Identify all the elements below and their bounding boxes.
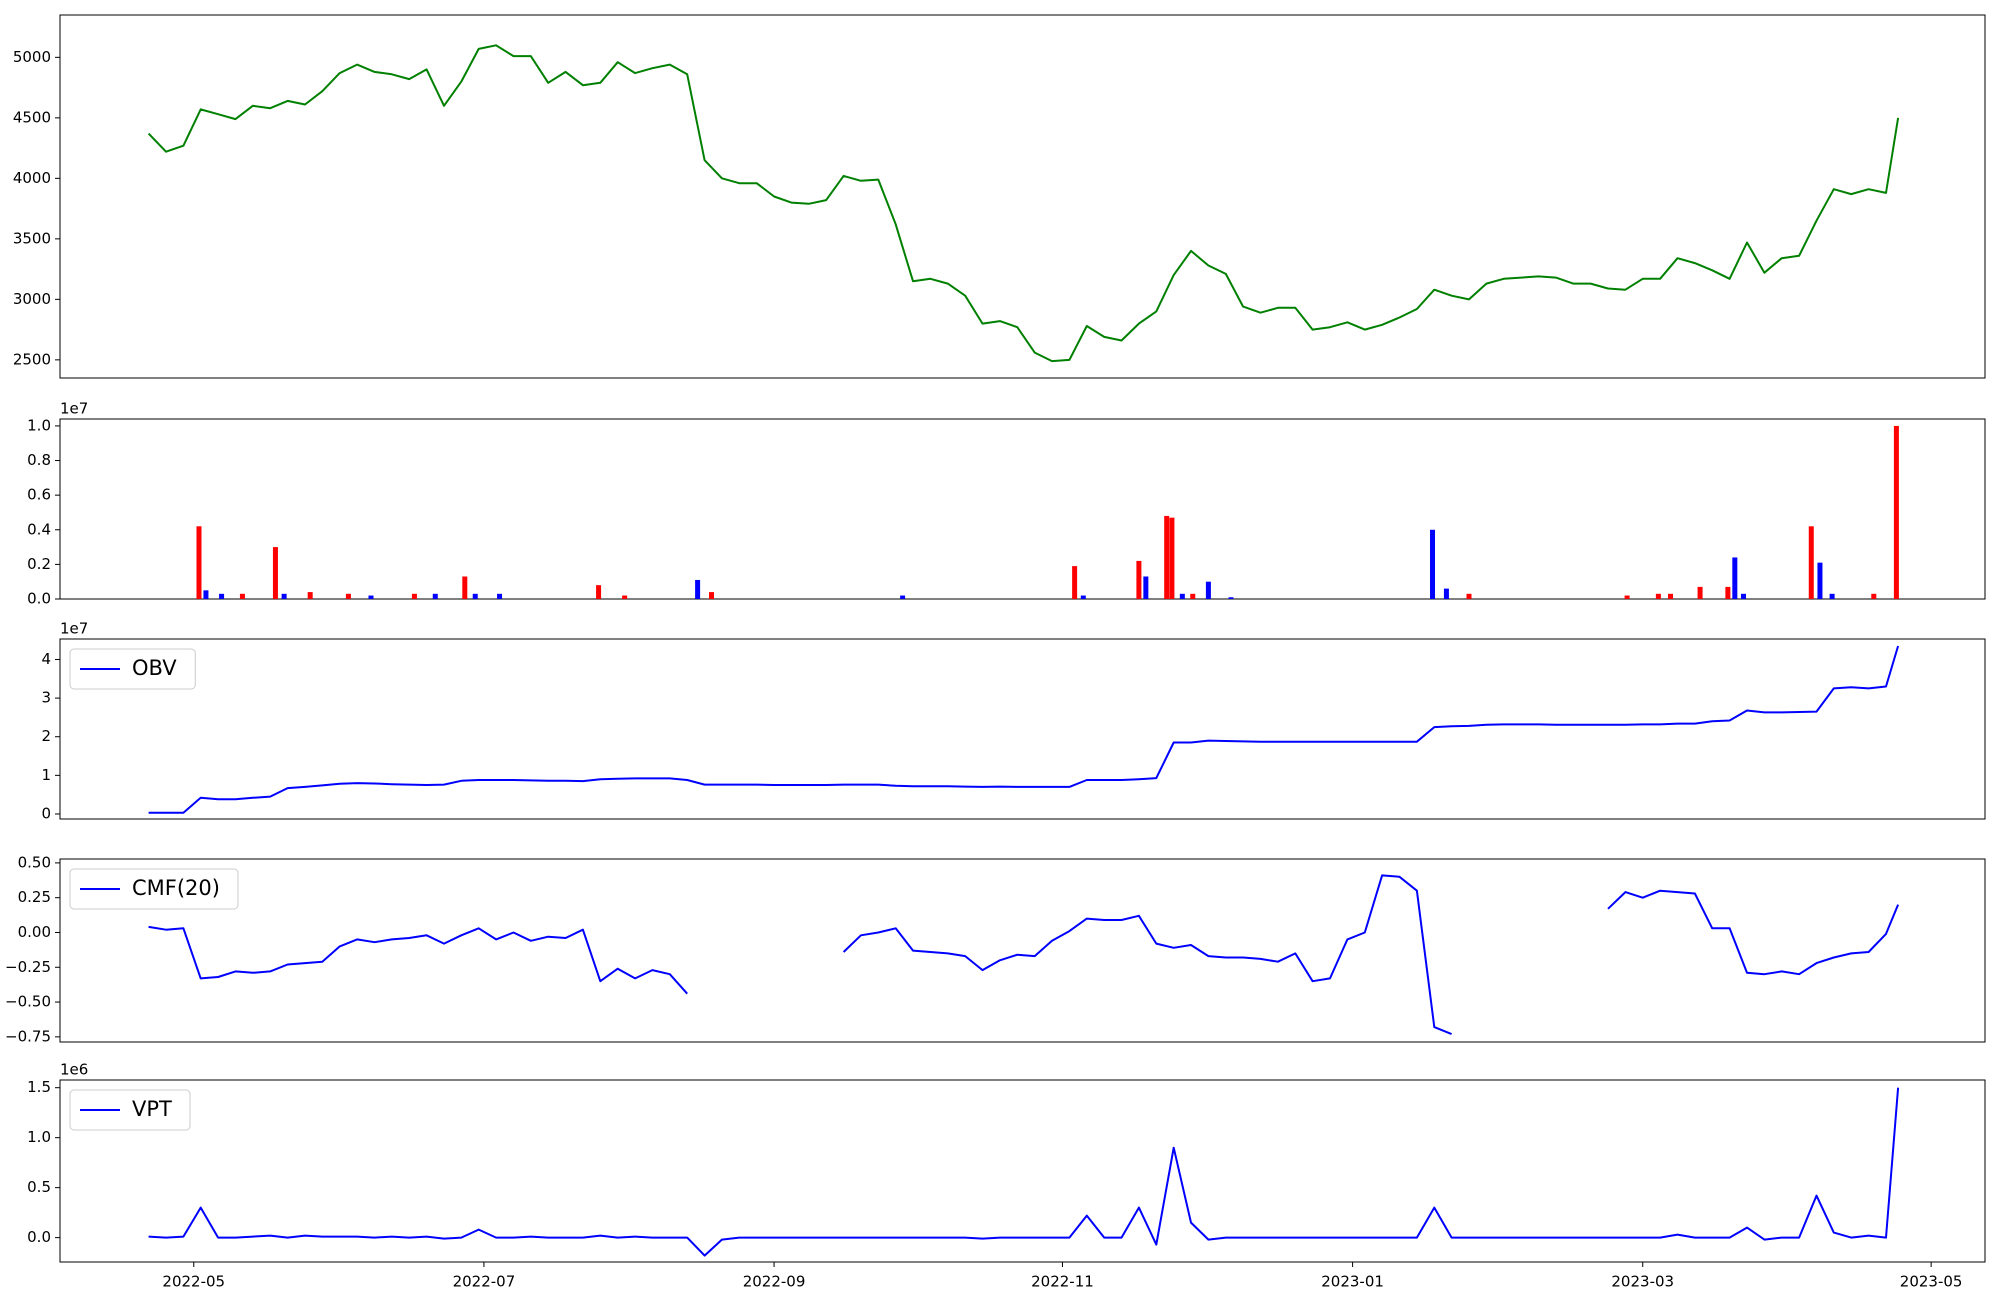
x-tick-label: 2022-07 bbox=[453, 1273, 516, 1291]
volume-bar bbox=[345, 593, 351, 599]
y-tick-label: 2500 bbox=[13, 350, 51, 368]
x-tick-label: 2023-03 bbox=[1611, 1273, 1674, 1291]
line-series bbox=[147, 44, 1900, 363]
y-tick-label: 0.6 bbox=[27, 486, 51, 504]
y-tick-label: 5000 bbox=[13, 48, 51, 66]
volume-bar bbox=[1179, 593, 1185, 599]
y-tick-label: 0 bbox=[41, 804, 51, 822]
y-tick-label: 1.5 bbox=[27, 1078, 51, 1096]
volume-bar bbox=[307, 592, 313, 599]
y-tick-label: 3500 bbox=[13, 229, 51, 247]
x-tick-label: 2022-09 bbox=[743, 1273, 806, 1291]
volume-bar bbox=[281, 593, 287, 599]
volume-bar bbox=[1697, 586, 1703, 599]
y-tick-label: 0.4 bbox=[27, 520, 51, 538]
volume-bar bbox=[1829, 593, 1835, 599]
volume-bar bbox=[1136, 560, 1142, 599]
volume-bar bbox=[1072, 566, 1078, 599]
legend-label: OBV bbox=[132, 656, 177, 680]
x-tick-label: 2023-05 bbox=[1900, 1273, 1963, 1291]
y-tick-label: 0.25 bbox=[18, 888, 51, 906]
volume-bar bbox=[1164, 515, 1170, 599]
legend-box bbox=[69, 648, 196, 690]
volume-bar bbox=[472, 593, 478, 599]
volume-bar bbox=[1871, 593, 1877, 599]
volume-bar bbox=[272, 547, 278, 599]
y-tick-label: 0.5 bbox=[27, 1178, 51, 1196]
volume-bar bbox=[1655, 593, 1661, 599]
volume-bar bbox=[497, 593, 503, 599]
volume-bar bbox=[900, 595, 906, 599]
y-tick-label: 0.0 bbox=[27, 590, 51, 608]
volume-bar bbox=[622, 595, 628, 599]
y-tick-label: 3 bbox=[41, 689, 51, 707]
volume-bar bbox=[1732, 557, 1738, 599]
volume-bar bbox=[1624, 595, 1630, 599]
volume-bar bbox=[203, 590, 209, 599]
volume-bar bbox=[196, 526, 202, 599]
volume-bar bbox=[462, 576, 468, 599]
volume-bar bbox=[1668, 593, 1674, 599]
volume-bar bbox=[411, 593, 417, 599]
line-series bbox=[148, 1087, 1900, 1257]
y-tick-label: 1 bbox=[41, 766, 51, 784]
volume-bar bbox=[1190, 593, 1196, 599]
volume-bar bbox=[219, 593, 225, 599]
y-tick-label: −0.50 bbox=[5, 993, 51, 1011]
axis-offset-label: 1e7 bbox=[60, 400, 88, 418]
y-tick-label: 3000 bbox=[13, 290, 51, 308]
y-tick-label: 0.2 bbox=[27, 555, 51, 573]
axes-frame bbox=[59, 1079, 1986, 1263]
volume-bar bbox=[709, 592, 715, 599]
legend-label: CMF(20) bbox=[132, 876, 220, 900]
y-tick-label: 0.0 bbox=[27, 1228, 51, 1246]
volume-bar bbox=[368, 595, 374, 599]
volume-bar bbox=[1741, 593, 1747, 599]
volume-bar bbox=[1466, 593, 1472, 599]
volume-bar bbox=[1205, 581, 1211, 599]
x-tick-label: 2022-11 bbox=[1031, 1273, 1094, 1291]
y-tick-label: 0.8 bbox=[27, 451, 51, 469]
y-tick-label: 0.00 bbox=[18, 923, 51, 941]
volume-bar bbox=[1228, 597, 1234, 599]
axes-frame bbox=[59, 418, 1986, 600]
volume-bar bbox=[1893, 425, 1899, 599]
volume-bar bbox=[1443, 588, 1449, 599]
y-tick-label: 1.0 bbox=[27, 416, 51, 434]
y-tick-label: −0.25 bbox=[5, 958, 51, 976]
volume-bar bbox=[1808, 526, 1814, 599]
volume-bar bbox=[239, 593, 245, 599]
volume-bar bbox=[695, 579, 701, 599]
volume-bar bbox=[1817, 562, 1823, 599]
x-tick-label: 2023-01 bbox=[1321, 1273, 1384, 1291]
y-tick-label: 4500 bbox=[13, 108, 51, 126]
line-series bbox=[148, 874, 1900, 1036]
y-tick-label: 0.50 bbox=[18, 853, 51, 871]
axes-frame bbox=[59, 638, 1986, 820]
line-series bbox=[148, 645, 1900, 814]
axes-frame bbox=[59, 14, 1986, 379]
volume-bar bbox=[1143, 576, 1149, 599]
legend-box bbox=[69, 1089, 191, 1131]
y-tick-label: 2 bbox=[41, 727, 51, 745]
volume-bar bbox=[1430, 529, 1436, 599]
volume-bar bbox=[1725, 586, 1731, 599]
x-tick-label: 2022-05 bbox=[162, 1273, 225, 1291]
volume-bar bbox=[596, 585, 602, 599]
axis-offset-label: 1e6 bbox=[60, 1061, 88, 1079]
volume-bar bbox=[1080, 595, 1086, 599]
legend-box bbox=[69, 868, 239, 910]
y-tick-label: 1.0 bbox=[27, 1128, 51, 1146]
y-tick-label: 4 bbox=[41, 650, 51, 668]
axis-offset-label: 1e7 bbox=[60, 620, 88, 638]
y-tick-label: 4000 bbox=[13, 169, 51, 187]
volume-bar bbox=[1169, 517, 1175, 599]
volume-bar bbox=[432, 593, 438, 599]
axes-frame bbox=[59, 858, 1986, 1043]
legend-label: VPT bbox=[132, 1097, 172, 1121]
y-tick-label: −0.75 bbox=[5, 1027, 51, 1045]
